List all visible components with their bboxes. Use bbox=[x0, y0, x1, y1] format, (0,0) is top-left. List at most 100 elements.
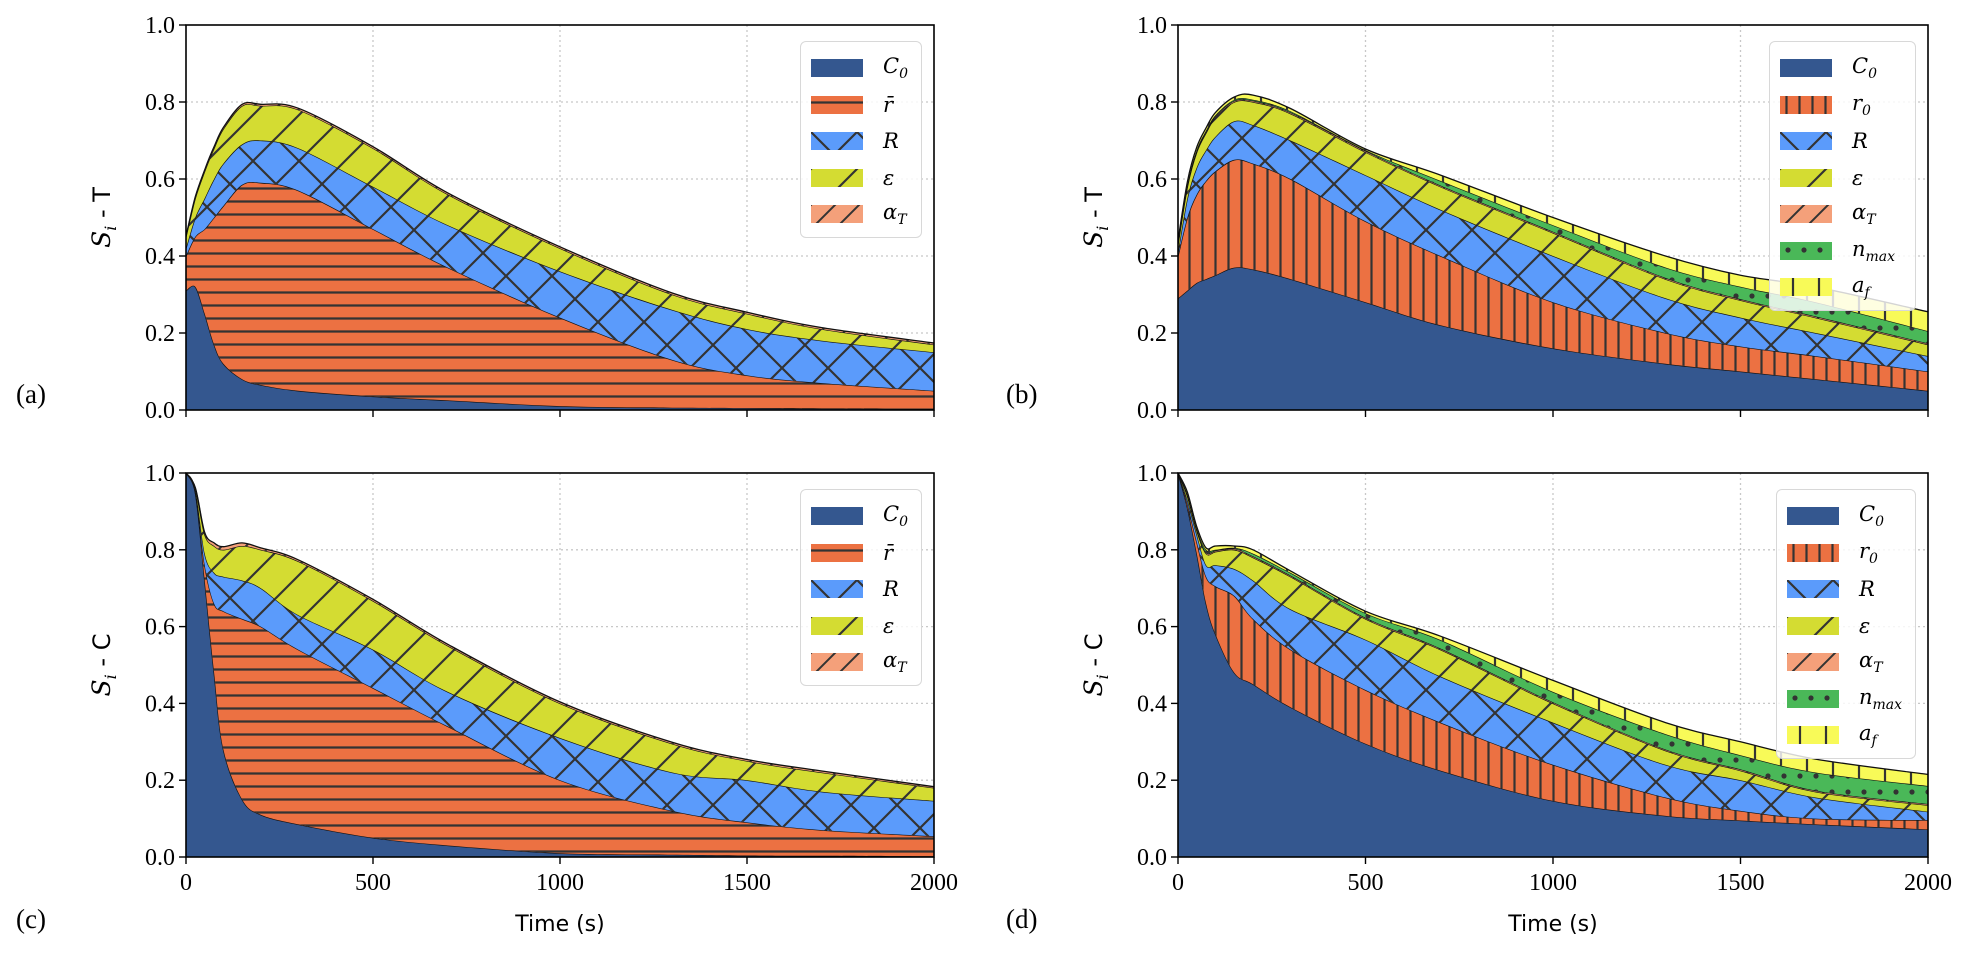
hatch-r-0 bbox=[1178, 473, 1928, 830]
y-tick-label: 0.6 bbox=[145, 615, 175, 641]
swatch-hatch bbox=[811, 168, 863, 187]
y-tick-label: 0.8 bbox=[1137, 538, 1167, 564]
swatch-hatch bbox=[811, 580, 863, 599]
y-tick-label: 1.0 bbox=[145, 13, 175, 39]
y-label-base: S bbox=[1079, 231, 1108, 248]
legend-swatch bbox=[811, 507, 863, 526]
swatch-hatch bbox=[1787, 689, 1839, 708]
hatch-r-0 bbox=[1178, 159, 1928, 391]
hatch-r bbox=[186, 140, 934, 391]
legend-entry-epsilon: ε bbox=[1787, 608, 1905, 645]
stacked-areas bbox=[1178, 473, 1928, 857]
legend-label: af bbox=[1852, 273, 1870, 301]
legend-entry-r-0: r0 bbox=[1787, 535, 1905, 572]
legend-label: r0 bbox=[1859, 539, 1878, 567]
hatch-epsilon bbox=[186, 473, 934, 801]
legend-entry-alpha-t: αT bbox=[811, 644, 911, 681]
legend-label-base: C bbox=[883, 54, 900, 79]
swatch-hatch bbox=[811, 95, 863, 114]
legend-label-base: α bbox=[1852, 200, 1867, 225]
legend-label: af bbox=[1859, 721, 1877, 749]
legend-swatch bbox=[1787, 507, 1839, 526]
legend-swatch bbox=[811, 653, 863, 672]
y-tick-label: 0.0 bbox=[145, 398, 175, 424]
swatch-fill bbox=[811, 59, 863, 78]
y-tick-label: 0.6 bbox=[1137, 615, 1167, 641]
x-tick-label: 1000 bbox=[536, 870, 584, 896]
x-tick-label: 2000 bbox=[1904, 870, 1952, 896]
legend-label-base: a bbox=[1859, 721, 1872, 746]
hatch-r-bar bbox=[186, 473, 934, 857]
stacked-areas bbox=[186, 101, 934, 410]
y-tick-label: 0.6 bbox=[145, 167, 175, 193]
legend-entry-alpha-t: αT bbox=[811, 196, 911, 233]
y-tick-label: 0.8 bbox=[145, 538, 175, 564]
legend-label-base: r bbox=[1859, 538, 1870, 563]
legend-label-sub: max bbox=[1872, 696, 1903, 713]
legend-label-base: n bbox=[1852, 236, 1866, 261]
area-c-0 bbox=[186, 473, 934, 857]
legend-swatch bbox=[1780, 59, 1832, 78]
legend-entry-alpha-t: αT bbox=[1780, 196, 1905, 233]
y-tick-label: 1.0 bbox=[145, 461, 175, 487]
legend-entry-r: R bbox=[1787, 571, 1905, 608]
legend-swatch bbox=[1780, 132, 1832, 151]
legend-label-sub: 0 bbox=[1869, 550, 1878, 567]
legend-label: R bbox=[883, 129, 899, 153]
y-axis-label: Si - C bbox=[87, 634, 120, 697]
swatch-hatch bbox=[811, 205, 863, 224]
y-tick-label: 0.4 bbox=[145, 244, 175, 270]
panel-tag: (b) bbox=[1006, 379, 1038, 409]
y-tick-label: 0.8 bbox=[145, 90, 175, 116]
legend-label-base: n bbox=[1859, 684, 1873, 709]
legend-swatch bbox=[1787, 726, 1839, 745]
swatch-hatch bbox=[1787, 543, 1839, 562]
swatch-hatch bbox=[1787, 616, 1839, 635]
legend-swatch bbox=[1787, 543, 1839, 562]
legend-swatch bbox=[811, 132, 863, 151]
legend-entry-a-f: af bbox=[1787, 717, 1905, 754]
legend-entry-epsilon: ε bbox=[811, 160, 911, 197]
x-tick-label: 1000 bbox=[1529, 870, 1577, 896]
swatch-hatch bbox=[811, 616, 863, 635]
swatch-hatch bbox=[1780, 241, 1832, 260]
legend-entry-n-max: nmax bbox=[1787, 681, 1905, 718]
legend-entry-r-bar: r̄ bbox=[811, 535, 911, 572]
legend-label-base: r̄ bbox=[883, 540, 894, 565]
legend-label-base: α bbox=[1859, 648, 1874, 673]
swatch-hatch bbox=[811, 132, 863, 151]
legend-entry-c-0: C0 bbox=[811, 50, 911, 87]
x-axis-label: Time (s) bbox=[514, 912, 604, 937]
y-tick-label: 0.2 bbox=[1137, 768, 1167, 794]
legend-entry-alpha-t: αT bbox=[1787, 644, 1905, 681]
legend-swatch bbox=[1780, 278, 1832, 297]
y-label-rest: - T bbox=[88, 187, 116, 226]
legend-swatch bbox=[811, 205, 863, 224]
y-label-base: S bbox=[87, 679, 116, 696]
y-axis-label: Si - T bbox=[87, 187, 120, 248]
subplot-d: 0 500 1000 1500 2000 0.0 0.2 0.4 0.6 0.8 1.0 Si - C… bbox=[1079, 461, 1952, 937]
panel-tag: (c) bbox=[16, 904, 46, 934]
area-c-0 bbox=[1178, 267, 1928, 410]
legend-label-sub: f bbox=[1864, 285, 1870, 302]
y-tick-label: 0.4 bbox=[1137, 244, 1167, 270]
legend-entry-r-bar: r̄ bbox=[811, 87, 911, 124]
legend-label: nmax bbox=[1852, 237, 1895, 265]
legend-label: ε bbox=[883, 614, 894, 638]
legend-label-sub: 0 bbox=[1862, 102, 1871, 119]
swatch-hatch bbox=[1780, 95, 1832, 114]
hatch-r bbox=[1178, 120, 1928, 372]
legend-label: αT bbox=[883, 200, 907, 228]
edge-c-0 bbox=[1178, 266, 1928, 392]
legend-swatch bbox=[811, 59, 863, 78]
legend-label: αT bbox=[1859, 648, 1883, 676]
swatch-hatch bbox=[1787, 653, 1839, 672]
legend-label-sub: 0 bbox=[1868, 66, 1877, 83]
y-label-rest: - T bbox=[1080, 187, 1108, 226]
legend-label-sub: T bbox=[1866, 212, 1876, 229]
legend-swatch bbox=[811, 616, 863, 635]
legend-label-sub: 0 bbox=[899, 66, 908, 83]
legend-swatch bbox=[1787, 580, 1839, 599]
